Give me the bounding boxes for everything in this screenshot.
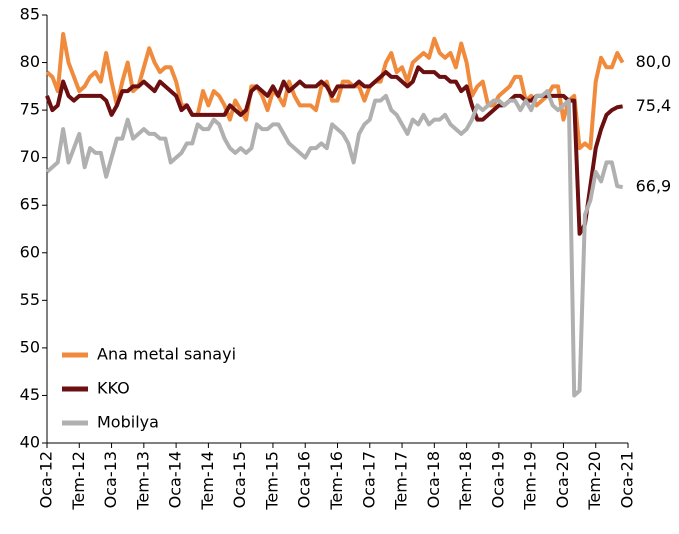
y-tick-label: 45 — [20, 385, 40, 404]
y-tick-label: 40 — [20, 433, 40, 452]
y-tick-label: 85 — [20, 5, 40, 24]
x-tick-label: Oca-19 — [488, 451, 507, 508]
y-tick-label: 55 — [20, 290, 40, 309]
y-tick-label: 60 — [20, 242, 40, 261]
series-line — [45, 89, 623, 398]
y-tick-label: 70 — [20, 147, 40, 166]
legend-label: Ana metal sanayi — [97, 345, 236, 364]
y-tick-label: 65 — [20, 195, 40, 214]
x-tick-label: Tem-19 — [521, 451, 540, 511]
legend-label: KKO — [97, 379, 130, 398]
value-label: 66,9 — [636, 177, 672, 196]
x-tick-label: Oca-21 — [618, 451, 637, 508]
x-tick-label: Oca-18 — [424, 451, 443, 508]
x-tick-label: Tem-14 — [198, 451, 217, 511]
x-tick-label: Tem-15 — [262, 451, 281, 511]
x-tick-label: Oca-14 — [166, 451, 185, 508]
x-tick-label: Tem-16 — [327, 451, 346, 511]
x-tick-label: Oca-17 — [359, 451, 378, 508]
x-tick-label: Tem-13 — [133, 451, 152, 511]
y-tick-label: 50 — [20, 337, 40, 356]
x-tick-label: Oca-12 — [37, 451, 56, 508]
x-tick-label: Tem-12 — [69, 451, 88, 511]
x-tick-label: Tem-17 — [392, 451, 411, 511]
y-tick-label: 75 — [20, 100, 40, 119]
x-tick-label: Oca-13 — [101, 451, 120, 508]
x-tick-label: Oca-15 — [230, 451, 249, 508]
x-tick-label: Oca-20 — [553, 451, 572, 508]
x-tick-label: Tem-20 — [585, 451, 604, 511]
value-label: 75,4 — [636, 96, 672, 115]
x-tick-label: Oca-16 — [295, 451, 314, 508]
value-label: 80,0 — [636, 52, 672, 71]
legend-label: Mobilya — [97, 413, 159, 432]
x-tick-label: Tem-18 — [456, 451, 475, 511]
y-tick-label: 80 — [20, 52, 40, 71]
